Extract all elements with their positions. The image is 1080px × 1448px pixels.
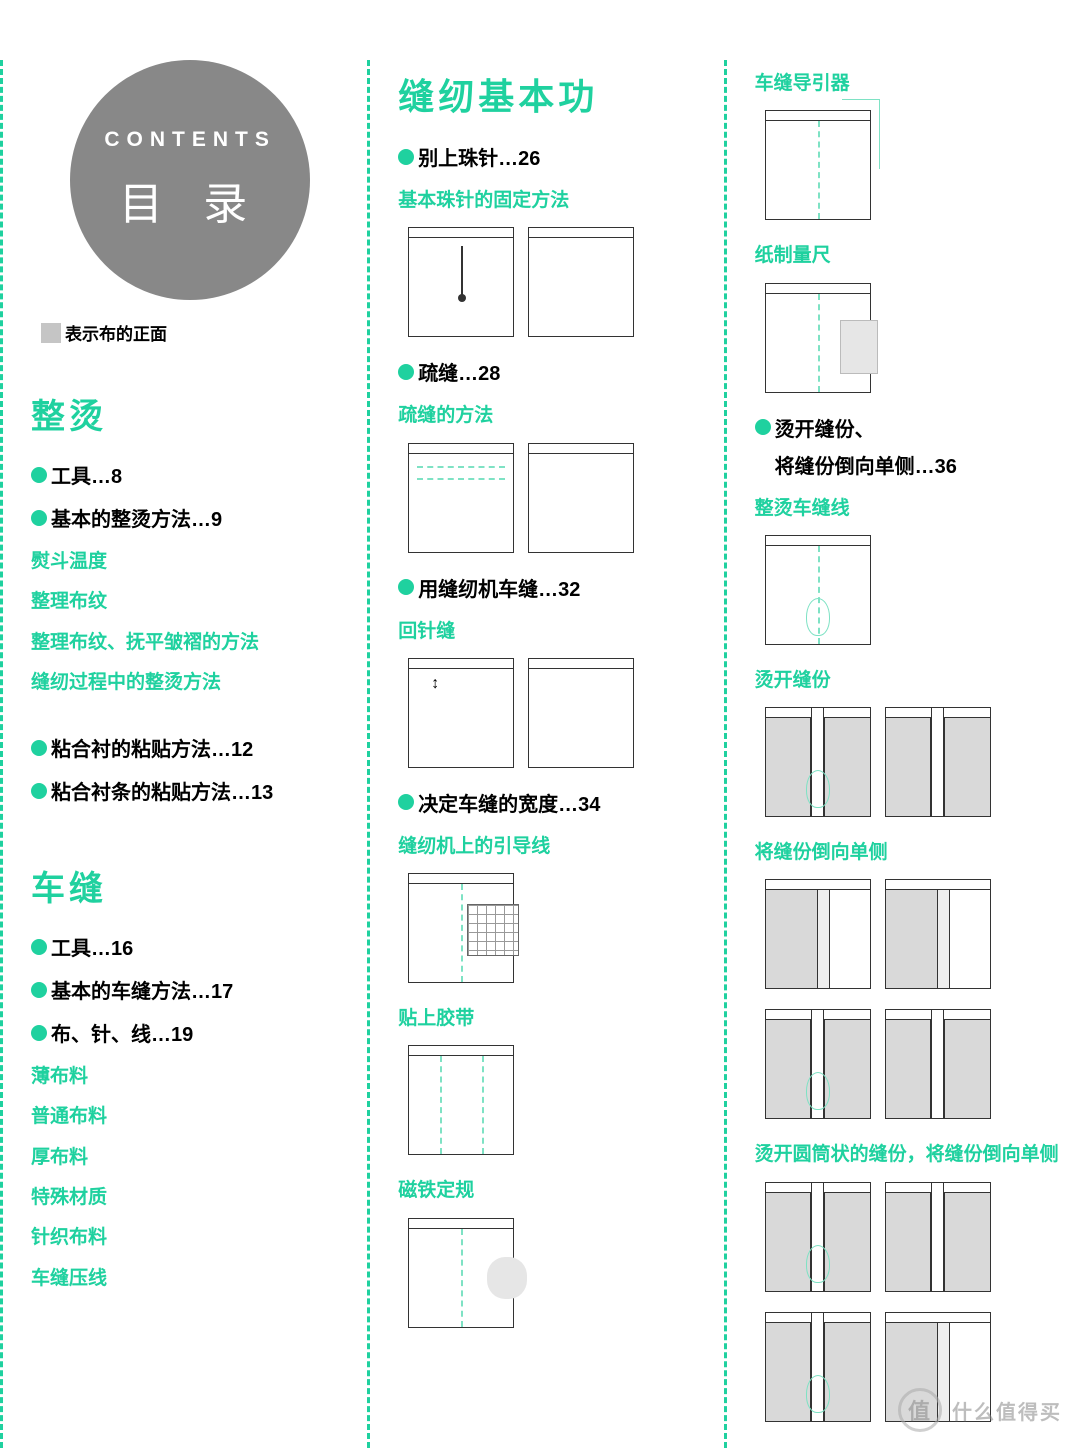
bullet-icon xyxy=(398,364,414,380)
diagram-seam-guide xyxy=(765,110,871,220)
bullet-icon xyxy=(31,467,47,483)
toc-subitem: 烫开缝份 xyxy=(755,665,1062,697)
diagram-tube-press-iron xyxy=(765,1312,871,1422)
toc-subitem: 特殊材质 xyxy=(31,1182,349,1214)
toc-item: 用缝纫机车缝…32 xyxy=(398,573,705,602)
toc-item: 决定车缝的宽度…34 xyxy=(398,788,705,817)
bullet-icon xyxy=(398,149,414,165)
bullet-icon xyxy=(31,982,47,998)
contents-badge: CONTENTS 目 录 xyxy=(70,60,310,300)
diagram-row xyxy=(765,1182,1062,1292)
diagram-plain xyxy=(528,443,634,553)
bullet-icon xyxy=(755,419,771,435)
section-title: 整烫 xyxy=(31,389,349,438)
contents-chinese: 目 录 xyxy=(119,168,261,232)
diagram-row xyxy=(408,1045,705,1155)
toc-subitem: 整理布纹 xyxy=(31,586,349,618)
diagram-row: ↕ xyxy=(408,658,705,768)
toc-subitem: 厚布料 xyxy=(31,1142,349,1174)
toc-item: 工具…16 xyxy=(31,932,349,961)
diagram-row xyxy=(408,443,705,553)
toc-item: 基本的车缝方法…17 xyxy=(31,975,349,1004)
section-title: 缝纫基本功 xyxy=(398,68,705,120)
toc-subitem: 针织布料 xyxy=(31,1222,349,1254)
watermark: 值 什么值得买 xyxy=(898,1388,1062,1432)
diagram-press-open xyxy=(885,707,991,817)
legend-swatch xyxy=(41,323,61,343)
diagram-backstitch: ↕ xyxy=(408,658,514,768)
toc-subitem: 缝纫机上的引导线 xyxy=(398,831,705,863)
diagram-row xyxy=(765,110,1062,220)
toc-subitem: 贴上胶带 xyxy=(398,1003,705,1035)
diagram-tape xyxy=(408,1045,514,1155)
toc-subitem: 熨斗温度 xyxy=(31,546,349,578)
diagram-row xyxy=(765,283,1062,393)
contents-english: CONTENTS xyxy=(104,128,276,152)
toc-subitem: 普通布料 xyxy=(31,1101,349,1133)
bullet-icon xyxy=(398,794,414,810)
toc-item: 布、针、线…19 xyxy=(31,1018,349,1047)
diagram-row xyxy=(765,879,1062,989)
diagram-plain xyxy=(528,227,634,337)
legend: 表示布的正面 xyxy=(41,320,349,345)
diagram-basting xyxy=(408,443,514,553)
toc-item: 烫开缝份、 xyxy=(755,413,1062,442)
toc-subitem: 烫开圆筒状的缝份，将缝份倒向单侧 xyxy=(755,1139,1062,1171)
bullet-icon xyxy=(31,783,47,799)
toc-item: 粘合衬的粘贴方法…12 xyxy=(31,733,349,762)
section-title: 车缝 xyxy=(31,861,349,910)
diagram-press-open-iron xyxy=(765,707,871,817)
toc-item: 粘合衬条的粘贴方法…13 xyxy=(31,776,349,805)
toc-subitem: 将缝份倒向单侧 xyxy=(755,837,1062,869)
diagram-row xyxy=(765,535,1062,645)
diagram-press-open xyxy=(885,1009,991,1119)
diagram-pin xyxy=(408,227,514,337)
bullet-icon xyxy=(31,939,47,955)
toc-item: 将缝份倒向单侧…36 xyxy=(755,450,1062,479)
toc-item: 别上珠针…26 xyxy=(398,142,705,171)
toc-subitem: 基本珠针的固定方法 xyxy=(398,185,705,217)
bullet-icon xyxy=(31,510,47,526)
diagram-magnet xyxy=(408,1218,514,1328)
diagram-press-side xyxy=(885,879,991,989)
column-1: CONTENTS 目 录 表示布的正面 整烫 工具…8 基本的整烫方法…9 熨斗… xyxy=(0,60,367,1448)
diagram-guide-grid xyxy=(408,873,514,983)
toc-subitem: 纸制量尺 xyxy=(755,240,1062,272)
toc-item: 疏缝…28 xyxy=(398,357,705,386)
toc-subitem: 车缝压线 xyxy=(31,1263,349,1295)
diagram-tube-press xyxy=(885,1182,991,1292)
toc-subitem: 疏缝的方法 xyxy=(398,400,705,432)
column-3: 车缝导引器 纸制量尺 烫开缝份、 将缝份倒向单侧…36 整烫车缝线 烫开缝份 将… xyxy=(724,60,1080,1448)
toc-subitem: 回针缝 xyxy=(398,616,705,648)
bullet-icon xyxy=(31,740,47,756)
diagram-row xyxy=(408,1218,705,1328)
toc-item: 基本的整烫方法…9 xyxy=(31,503,349,532)
toc-subitem: 磁铁定规 xyxy=(398,1175,705,1207)
watermark-badge: 值 xyxy=(898,1388,942,1432)
toc-item: 工具…8 xyxy=(31,460,349,489)
diagram-row xyxy=(765,707,1062,817)
toc-subitem: 整理布纹、抚平皱褶的方法 xyxy=(31,627,349,659)
column-2: 缝纫基本功 别上珠针…26 基本珠针的固定方法 疏缝…28 疏缝的方法 用缝纫机… xyxy=(367,60,723,1448)
diagram-press-open-iron xyxy=(765,1009,871,1119)
watermark-text: 什么值得买 xyxy=(952,1396,1062,1425)
toc-subitem: 整烫车缝线 xyxy=(755,493,1062,525)
diagram-row xyxy=(765,1009,1062,1119)
bullet-icon xyxy=(398,579,414,595)
toc-subitem: 车缝导引器 xyxy=(755,68,1062,100)
diagram-plain xyxy=(528,658,634,768)
diagram-press-side xyxy=(765,879,871,989)
diagram-row xyxy=(408,873,705,983)
diagram-paper-ruler xyxy=(765,283,871,393)
diagram-press-seam xyxy=(765,535,871,645)
legend-text: 表示布的正面 xyxy=(65,320,167,345)
toc-subitem: 缝纫过程中的整烫方法 xyxy=(31,667,349,699)
bullet-icon xyxy=(31,1025,47,1041)
toc-subitem: 薄布料 xyxy=(31,1061,349,1093)
diagram-tube-press-iron xyxy=(765,1182,871,1292)
diagram-row xyxy=(408,227,705,337)
